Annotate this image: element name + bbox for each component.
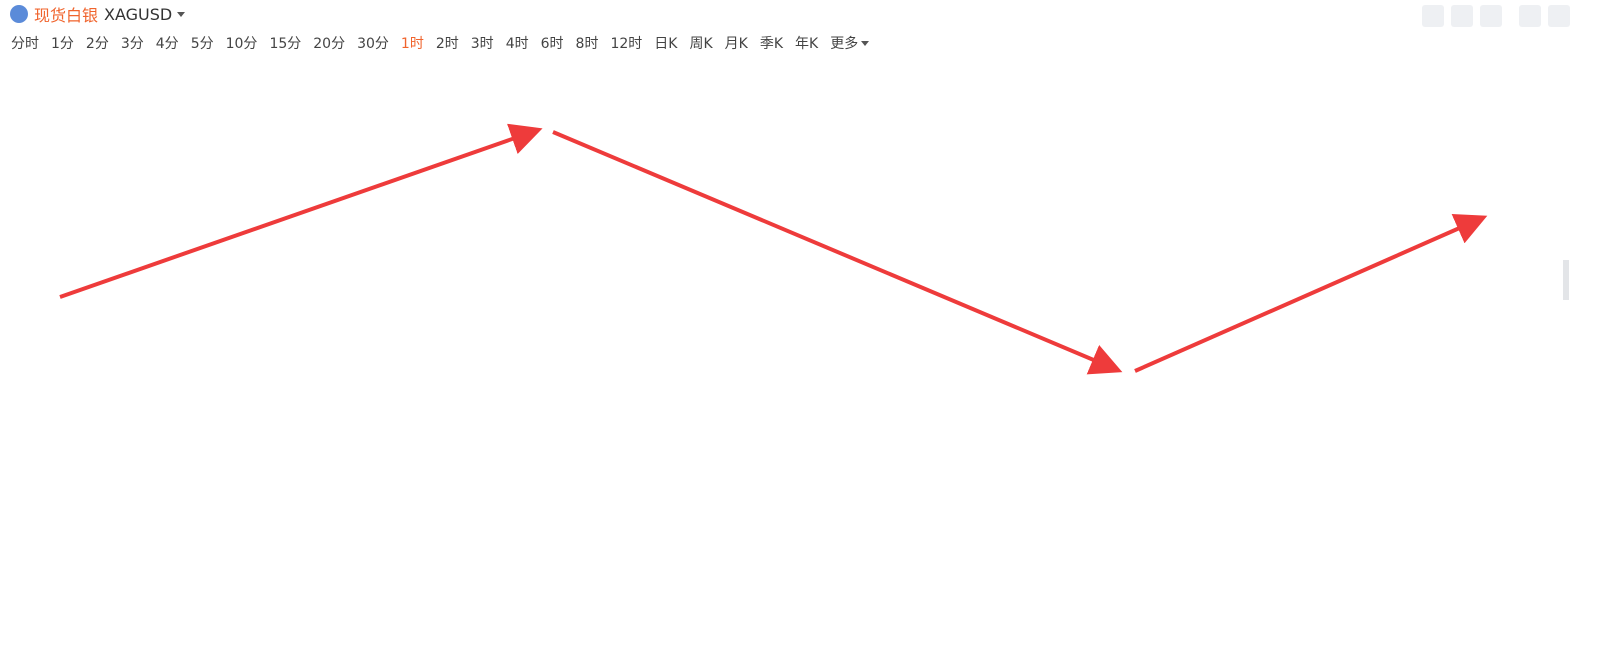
line-tool[interactable] — [1422, 5, 1444, 27]
period-tab[interactable]: 5分 — [190, 36, 214, 52]
period-tab[interactable]: 1分 — [51, 36, 74, 52]
scrollbar[interactable] — [1563, 260, 1569, 300]
period-tabs: 分时 1分 2分 3分 4分 5分 10分 15分 20分 30分 1时 2时 3时 4时 6时 8时 12时日… — [11, 33, 881, 53]
period-tab[interactable]: 月K — [724, 36, 748, 52]
symbol-name: 现货白银 — [34, 6, 99, 25]
draw-tool[interactable] — [1451, 5, 1473, 27]
more-periods[interactable]: 更多 — [830, 33, 870, 53]
candle-tool[interactable] — [1480, 5, 1502, 27]
header-bar: 现货白银 XAGUSD 分时 1分 2分 3分 4分 5分 10分 15分 20分 30分 1时 2时… — [0, 0, 1615, 62]
period-tab[interactable]: 4分 — [155, 36, 179, 52]
period-tab[interactable]: 20分 — [313, 36, 346, 52]
period-tab[interactable]: 分时 — [11, 36, 39, 52]
symbol-code: XAGUSD — [104, 4, 173, 24]
trend-arrow — [552, 130, 1123, 375]
period-tab[interactable]: 4时 — [505, 36, 529, 52]
close-button[interactable] — [1548, 5, 1570, 27]
period-tab[interactable]: 3分 — [120, 36, 144, 52]
trend-arrows — [59, 123, 1488, 375]
period-tab[interactable]: 年K — [795, 36, 819, 52]
period-tab[interactable]: 8时 — [575, 36, 599, 52]
symbol-selector[interactable]: 现货白银 XAGUSD — [10, 3, 186, 25]
trend-arrow — [59, 123, 543, 299]
more-label: 更多 — [830, 36, 859, 52]
symbol-icon — [10, 5, 28, 23]
period-tab[interactable]: 季K — [759, 36, 784, 52]
period-tab[interactable]: 12时 — [610, 36, 643, 52]
period-tab[interactable]: 1时 — [400, 36, 424, 52]
dropdown-caret — [177, 11, 186, 17]
period-tab[interactable]: 10分 — [225, 36, 258, 52]
collapse-button[interactable] — [1519, 5, 1541, 27]
period-tab[interactable]: 周K — [689, 36, 713, 52]
trend-arrow — [1134, 214, 1488, 373]
period-tab[interactable]: 日K — [654, 36, 678, 52]
period-tab[interactable]: 30分 — [357, 36, 389, 52]
period-tab[interactable]: 2时 — [435, 36, 459, 52]
period-tab[interactable]: 6时 — [540, 36, 564, 52]
dropdown-caret — [861, 40, 870, 46]
period-tab[interactable]: 3时 — [470, 36, 494, 52]
period-tab[interactable]: 15分 — [269, 36, 302, 52]
period-tab[interactable]: 2分 — [85, 36, 109, 52]
